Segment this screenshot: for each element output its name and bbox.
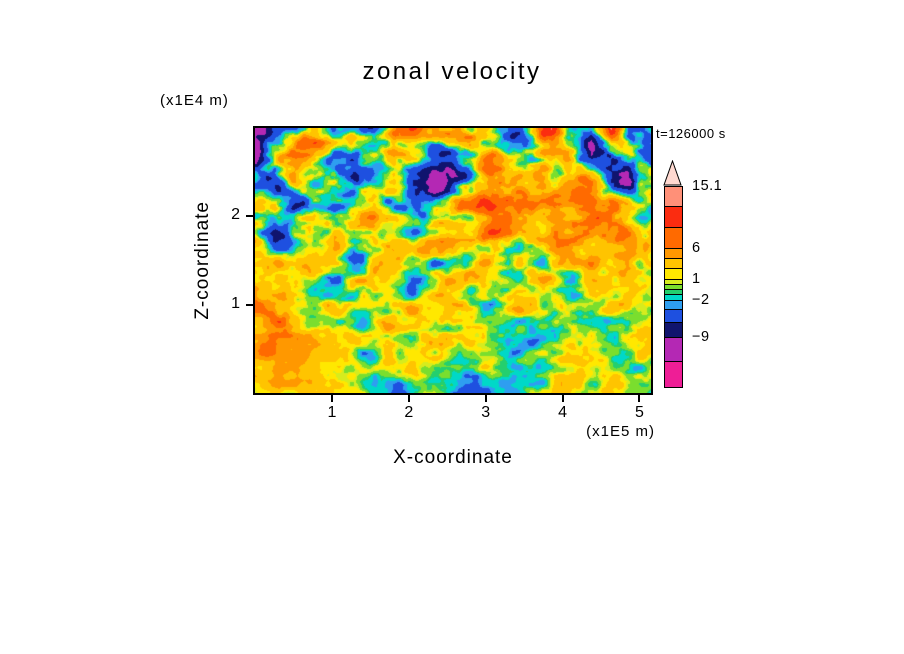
x-axis-unit-label: (x1E5 m)	[586, 423, 655, 440]
plot-title: zonal velocity	[362, 58, 542, 85]
colorbar-segment	[665, 295, 682, 301]
timestamp-label: t=126000 s	[656, 126, 726, 141]
colorbar-tick-label: 15.1	[692, 178, 723, 194]
colorbar-segment	[665, 290, 682, 295]
colorbar-segment	[665, 310, 682, 323]
x-tick-label: 2	[404, 404, 414, 421]
colorbar-segment	[665, 249, 682, 259]
colorbar-segment	[665, 285, 682, 290]
x-tick-label: 3	[481, 404, 491, 421]
y-tick-label: 1	[231, 294, 240, 312]
colorbar-segment	[665, 338, 682, 362]
colorbar-segment	[665, 269, 682, 280]
plot-frame	[253, 126, 653, 395]
x-tick-label: 1	[327, 404, 337, 421]
colorbar-arrow-icon	[663, 160, 682, 186]
colorbar-segment	[665, 259, 682, 269]
colorbar-tick-label: 1	[692, 271, 701, 287]
colorbar-tick-label: −2	[692, 292, 710, 308]
heatmap-canvas	[255, 128, 651, 393]
y-tick-label: 2	[231, 206, 240, 224]
x-tick-label: 5	[635, 404, 644, 421]
x-tick-mark	[638, 395, 641, 402]
y-axis-unit-label: (x1E4 m)	[160, 92, 229, 109]
colorbar-segment	[665, 362, 682, 387]
x-tick-label: 4	[558, 404, 568, 421]
colorbar-segment	[665, 187, 682, 207]
x-tick-mark	[330, 395, 333, 402]
colorbar-segment	[665, 207, 682, 228]
y-tick-mark	[246, 303, 253, 306]
colorbar-segment	[665, 323, 682, 338]
colorbar-segment	[665, 280, 682, 285]
colorbar-segment	[665, 301, 682, 310]
y-axis-title: Z-coordinate	[190, 128, 216, 393]
x-tick-mark	[484, 395, 487, 402]
colorbar-segment	[665, 228, 682, 249]
colorbar-tick-label: −9	[692, 329, 710, 345]
colorbar-tick-label: 6	[692, 240, 701, 256]
y-tick-mark	[246, 215, 253, 218]
colorbar	[664, 186, 683, 388]
x-axis-title: X-coordinate	[393, 447, 513, 468]
x-tick-mark	[407, 395, 410, 402]
x-tick-mark	[561, 395, 564, 402]
